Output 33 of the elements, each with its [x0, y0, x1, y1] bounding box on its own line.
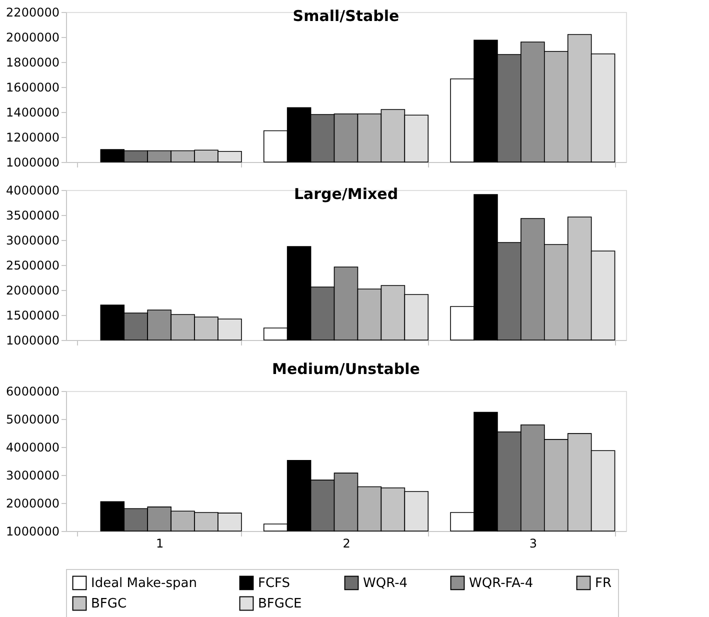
y-tick-label: 1400000: [6, 106, 60, 120]
y-tick-label: 5000000: [6, 412, 60, 426]
legend-label: BFGCE: [258, 596, 302, 612]
x-tick-label: 1: [156, 536, 164, 550]
legend-label: FR: [595, 576, 612, 591]
y-tick-label: 3500000: [6, 208, 60, 222]
y-tick-label: 2000000: [6, 30, 60, 44]
y-tick-label: 2000000: [6, 284, 60, 298]
y-tick-label: 3000000: [6, 234, 60, 248]
y-tick-label: 2200000: [6, 6, 60, 20]
y-tick-label: 3000000: [6, 468, 60, 482]
chart-title: Medium/Unstable: [272, 360, 420, 378]
y-tick-label: 1600000: [6, 80, 60, 94]
legend-label: WQR-FA-4: [469, 576, 534, 591]
legend-label: WQR-4: [363, 576, 408, 591]
y-tick-label: 1500000: [6, 308, 60, 322]
y-tick-label: 4000000: [6, 440, 60, 454]
chart-title: Small/Stable: [292, 7, 400, 25]
y-tick-label: 4000000: [6, 184, 60, 198]
x-tick-label: 3: [529, 536, 537, 550]
y-tick-label: 2000000: [6, 496, 60, 510]
y-tick-label: 6000000: [6, 384, 60, 398]
y-tick-label: 1000000: [6, 524, 60, 538]
chart-title: Large/Mixed: [294, 185, 398, 203]
legend-label: FCFS: [258, 576, 290, 591]
x-tick-label: 2: [342, 536, 350, 550]
legend-label: BFGC: [91, 596, 127, 612]
y-tick-label: 1000000: [6, 334, 60, 348]
y-tick-label: 2500000: [6, 258, 60, 272]
legend-label: Ideal Make-span: [91, 576, 197, 591]
y-tick-label: 1200000: [6, 130, 60, 144]
y-tick-label: 1800000: [6, 56, 60, 70]
y-tick-label: 1000000: [6, 156, 60, 170]
